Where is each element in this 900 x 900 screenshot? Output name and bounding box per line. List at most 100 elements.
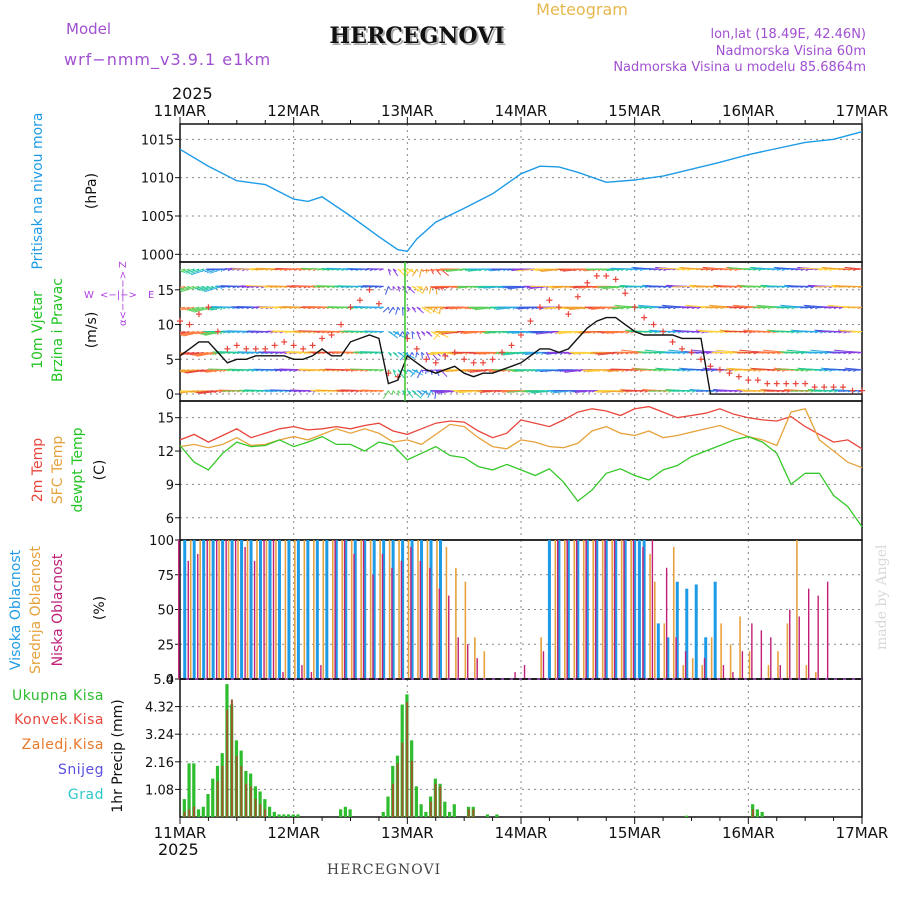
- cloud-high-bar: [353, 540, 357, 679]
- cloud-low-bar: [632, 540, 635, 679]
- cloud-unit: (%): [92, 596, 108, 620]
- cloud-low-bar: [206, 540, 208, 679]
- temperature-ytick-label: 9: [166, 478, 174, 493]
- wind-arrow: [180, 390, 185, 392]
- top-day-label: 12MAR: [267, 102, 320, 120]
- wind-arrow: [601, 390, 626, 393]
- wind-arrowhead: [416, 331, 421, 335]
- wind-arrowhead: [379, 268, 384, 271]
- wind-arrow: [362, 285, 384, 287]
- wind-arrowhead: [838, 306, 844, 310]
- wind-arrow: [384, 286, 389, 295]
- cloud-high-bar: [420, 540, 424, 679]
- cloud-high-bar: [344, 540, 348, 679]
- cloud-low-bar: [187, 560, 189, 679]
- wind-arrowhead: [425, 390, 428, 394]
- wind-arrowhead: [720, 306, 725, 310]
- wind-arrow: [186, 369, 209, 374]
- wind-arrowhead: [753, 351, 758, 355]
- cloud-high-bar: [557, 540, 561, 679]
- wind-arrowhead: [426, 331, 431, 334]
- wind-arrowhead: [734, 268, 740, 272]
- wind-arrowhead: [421, 306, 426, 310]
- precip-conv-bar: [249, 786, 252, 817]
- wind-arrowhead: [767, 306, 773, 310]
- wind-arrow: [516, 369, 540, 372]
- wind-arrow: [183, 331, 204, 337]
- wind-arrowhead: [387, 307, 390, 311]
- precip-conv-bar: [434, 783, 437, 817]
- top-day-label: 11MAR: [154, 102, 207, 120]
- cloud-high-bar: [249, 540, 253, 679]
- wind-arrow: [409, 352, 413, 357]
- wind-arrowhead: [848, 351, 853, 355]
- clouds-ytick-label: 100: [149, 534, 174, 549]
- wind-arrowhead: [791, 306, 796, 310]
- wind-arrowhead: [663, 268, 669, 272]
- cloud-low-bar: [623, 540, 625, 679]
- wind-arrow: [467, 369, 488, 372]
- precip-conv-bar: [410, 760, 413, 817]
- wind-arrow: [190, 351, 204, 356]
- wind-arrowhead: [421, 351, 425, 356]
- wind-arrowhead: [387, 390, 391, 394]
- bottom-day-label: 14MAR: [495, 824, 548, 842]
- wind-speed-line: [179, 316, 862, 395]
- pressure-ytick-label: 1015: [141, 133, 174, 148]
- temp-unit: (C): [92, 460, 108, 481]
- wind-arrow: [672, 390, 697, 392]
- model-name: wrf−nmm_v3.9.1 e1km: [64, 50, 271, 70]
- wind-arrowhead: [379, 331, 384, 334]
- precip-total-bar: [414, 786, 419, 817]
- top-year-label: 2025: [172, 84, 213, 103]
- wind-arrowhead: [857, 306, 862, 310]
- precip-conv-bar: [230, 699, 233, 817]
- precip-total-bar: [277, 814, 281, 817]
- cloud-low-bar: [215, 540, 218, 679]
- wind-arrowhead: [852, 268, 858, 272]
- precip-conv-bar: [240, 765, 243, 817]
- wind-arrow: [736, 351, 758, 354]
- precip-conv-bar: [391, 783, 394, 817]
- wind-arrowhead: [411, 390, 417, 393]
- wind-arrow: [538, 268, 559, 271]
- precip-conv-bar: [254, 799, 257, 817]
- wind-arrow: [387, 268, 391, 276]
- wind-arrowhead: [397, 306, 401, 311]
- wind-arrow: [190, 268, 209, 276]
- wind-arrow: [427, 390, 432, 399]
- wind-arrowhead: [639, 369, 645, 372]
- precip-total-bar: [419, 804, 423, 817]
- cloud-high-bar: [325, 540, 329, 679]
- cloud-low-bar: [651, 540, 654, 679]
- wind-arrow: [194, 351, 214, 357]
- cloud-high-bar: [268, 540, 272, 679]
- wind-arrow: [180, 331, 190, 335]
- sfc-temp-label: SFC Temp: [50, 436, 66, 505]
- precip-total-bar: [348, 809, 352, 817]
- cloud-mid-bar: [407, 540, 410, 679]
- wind-arrow: [844, 367, 862, 371]
- wind-arrow: [204, 331, 223, 336]
- wind-arrowhead: [406, 352, 409, 356]
- wind-arrow: [392, 369, 397, 378]
- cloud-mid-bar: [388, 540, 391, 679]
- wind-arrow: [549, 351, 574, 354]
- precip-total-bar: [296, 814, 300, 817]
- wind-arrow: [194, 285, 204, 290]
- cloud-low-bar: [372, 574, 374, 679]
- precip-total-bar: [339, 809, 343, 817]
- cloud-high-bar: [306, 540, 310, 679]
- cloud-mid-bar: [672, 546, 675, 679]
- precip-ytick-label: 4.32: [145, 701, 174, 716]
- cloud-mid-bar: [369, 540, 372, 679]
- precip-total-bar: [286, 814, 291, 817]
- precip-ytick-label: 1.08: [145, 783, 174, 798]
- wind-arrow: [706, 306, 725, 309]
- precip-total-bar: [272, 811, 276, 817]
- precip-total-bar: [211, 778, 215, 817]
- top-day-label: 15MAR: [608, 102, 661, 120]
- wind-arrow: [492, 268, 517, 271]
- wind-arrow: [482, 390, 507, 392]
